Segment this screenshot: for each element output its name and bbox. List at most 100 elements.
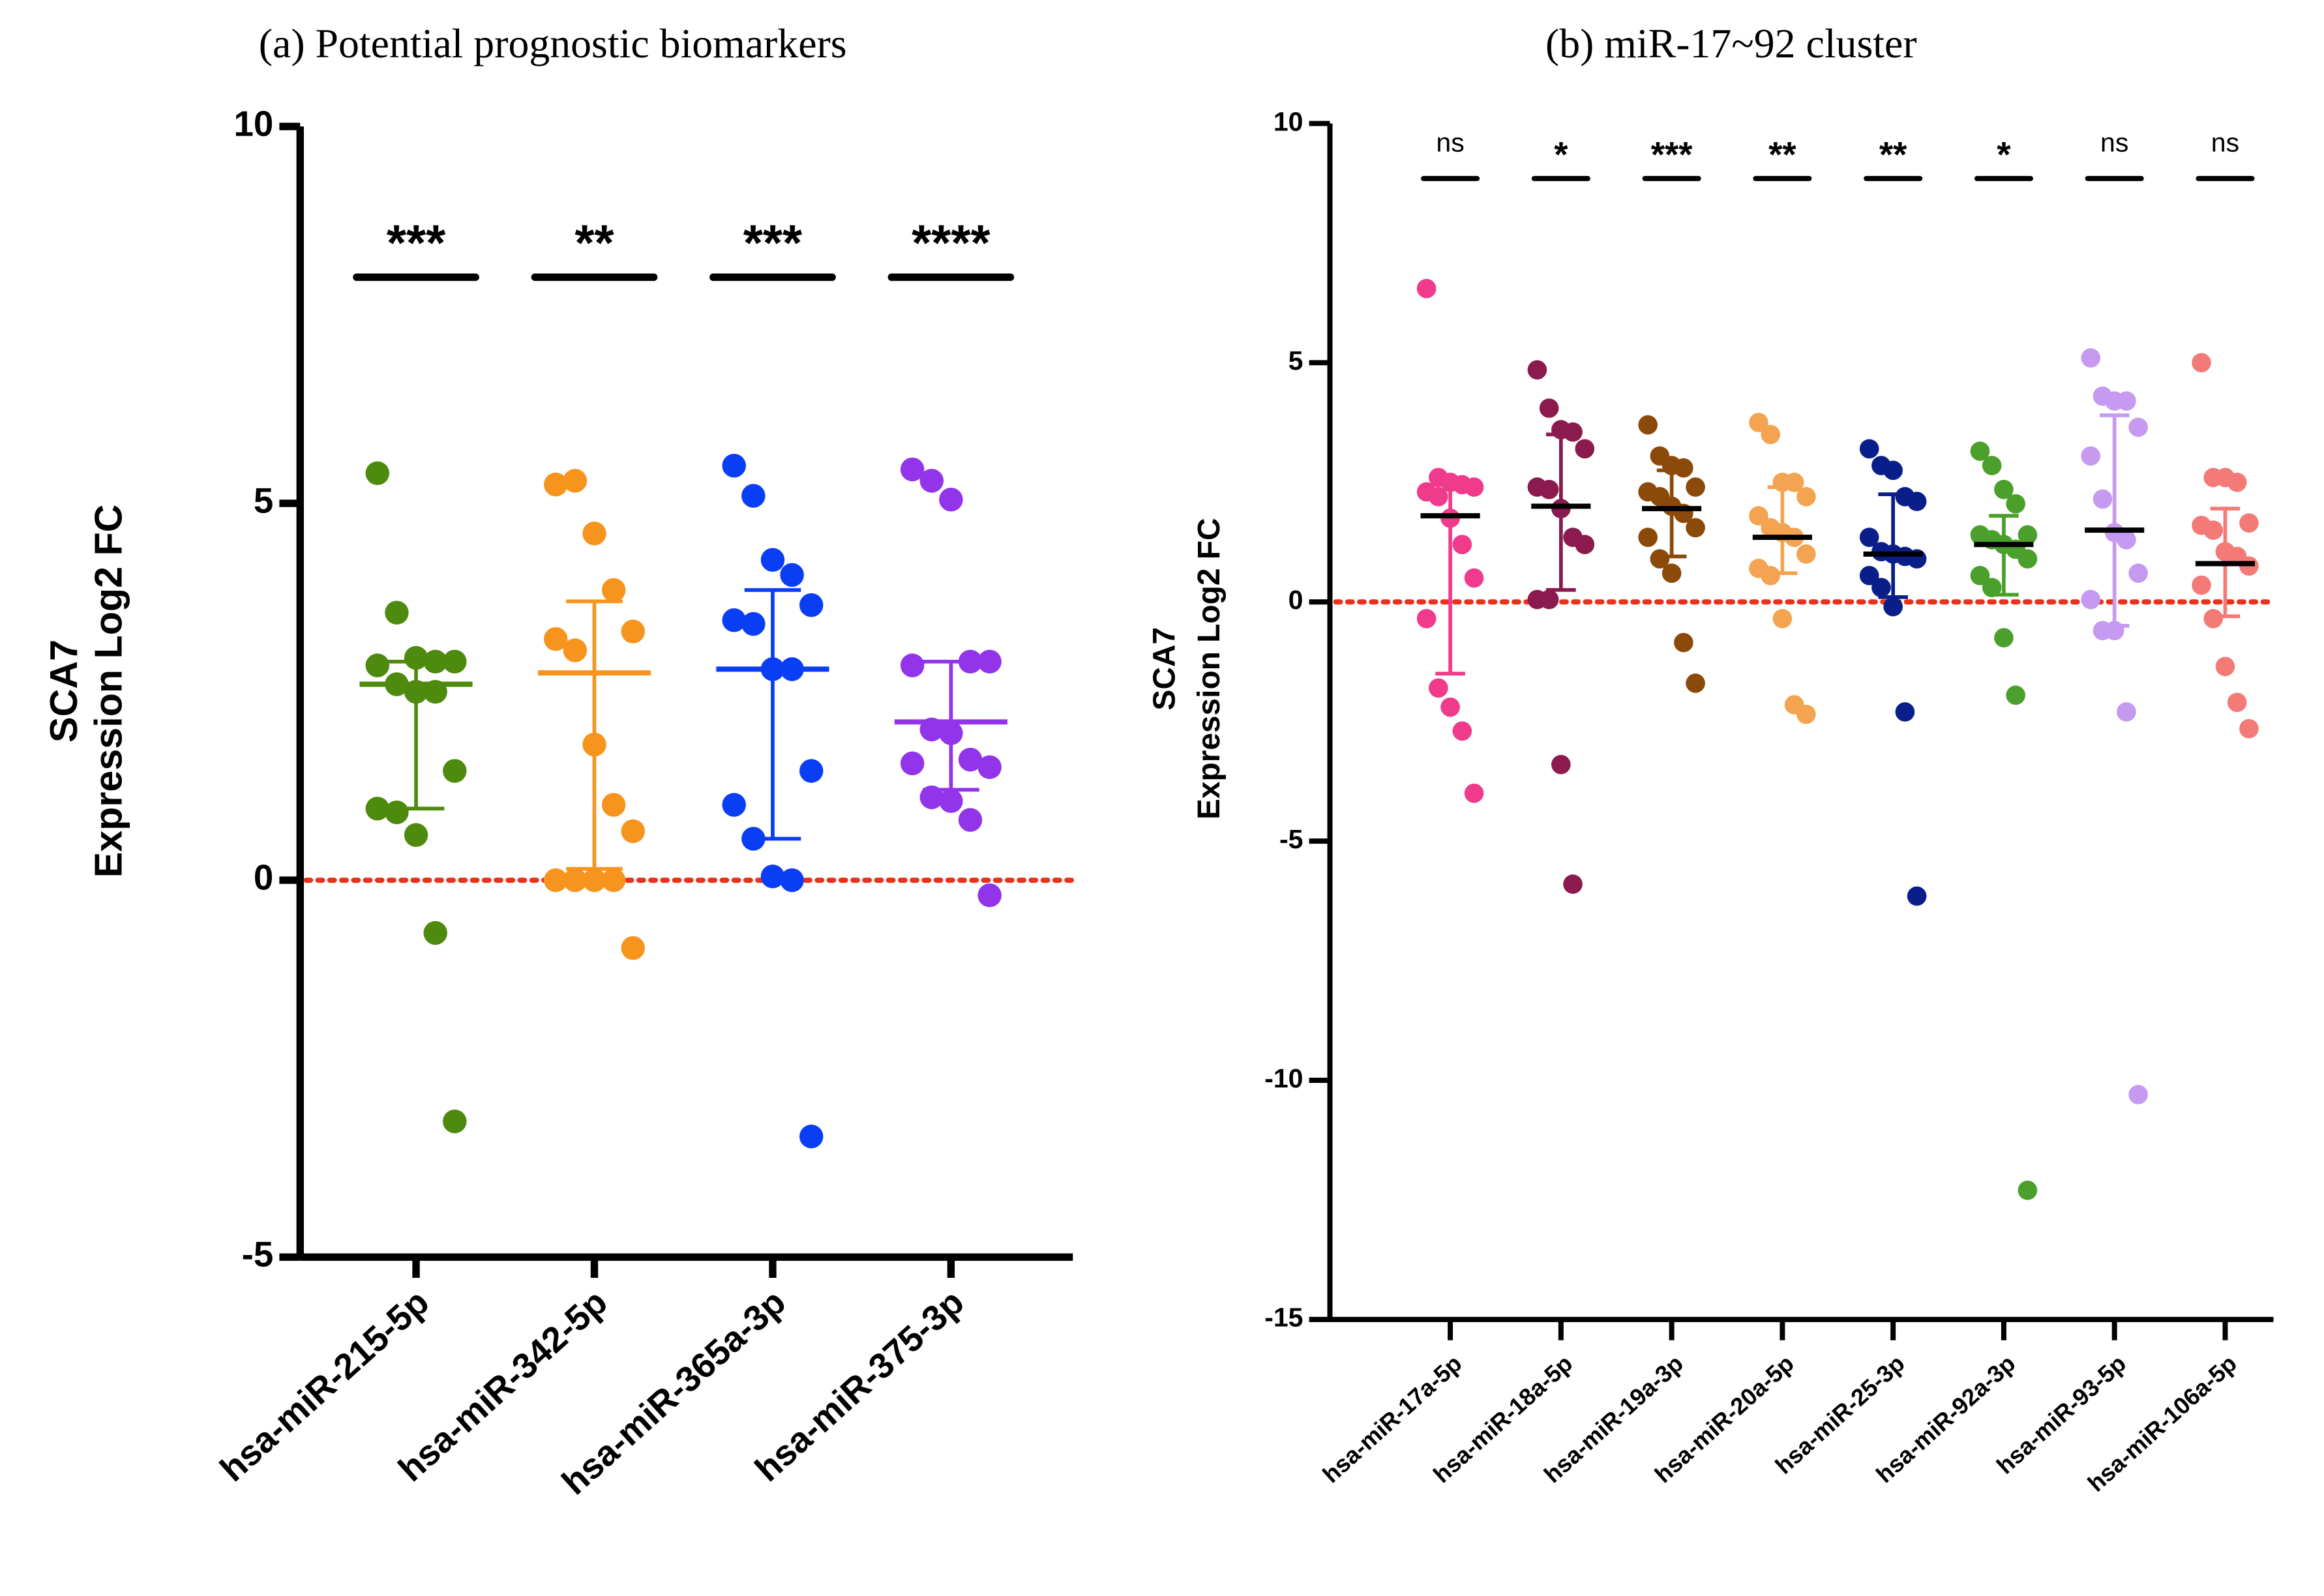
data-point xyxy=(582,868,606,893)
significance-label: **** xyxy=(912,215,991,271)
data-point xyxy=(2128,563,2148,583)
data-point xyxy=(385,800,409,825)
data-point xyxy=(722,454,746,478)
data-point xyxy=(1539,479,1559,499)
data-point xyxy=(1464,568,1484,588)
y-tick-label: -10 xyxy=(1264,1063,1303,1093)
data-point xyxy=(2117,702,2136,722)
data-point xyxy=(365,797,390,821)
y-tick-label: 5 xyxy=(1289,346,1304,376)
data-point xyxy=(2192,575,2211,595)
data-point xyxy=(1907,492,1927,511)
data-point xyxy=(1575,439,1595,459)
data-point xyxy=(799,593,824,617)
data-point xyxy=(799,759,824,783)
data-point xyxy=(900,457,925,482)
data-point xyxy=(2203,520,2224,540)
data-point xyxy=(1982,578,2002,598)
data-point xyxy=(780,868,804,893)
data-point xyxy=(958,747,983,772)
data-point xyxy=(919,469,944,493)
y-axis-label: SCA7 xyxy=(1147,627,1182,711)
significance-label: ** xyxy=(1768,134,1796,174)
data-point xyxy=(2239,718,2259,739)
data-point xyxy=(365,461,390,486)
significance-label: ** xyxy=(1879,134,1907,174)
data-point xyxy=(1970,441,1990,461)
data-point xyxy=(563,868,588,893)
data-point xyxy=(1895,702,1915,722)
data-point xyxy=(1563,874,1583,894)
y-tick-label: 10 xyxy=(233,103,273,143)
data-point xyxy=(741,612,766,636)
data-point xyxy=(977,883,1002,908)
data-point xyxy=(1452,721,1472,741)
data-point xyxy=(2117,530,2136,550)
y-axis-label: SCA7 xyxy=(42,640,85,743)
data-point xyxy=(621,619,645,643)
data-point xyxy=(1970,566,1990,585)
data-point xyxy=(2081,446,2101,466)
data-point xyxy=(1859,566,1879,585)
y-tick-label: -5 xyxy=(242,1234,274,1275)
y-axis-label: Expression Log2 FC xyxy=(87,505,130,878)
significance-label: *** xyxy=(1651,134,1693,174)
data-point xyxy=(2006,494,2025,514)
data-point xyxy=(1539,589,1559,610)
data-point xyxy=(563,469,588,493)
data-point xyxy=(2117,391,2136,411)
data-point xyxy=(977,755,1002,779)
data-point xyxy=(1686,518,1705,538)
data-point xyxy=(1761,566,1780,585)
data-point xyxy=(1650,549,1670,569)
panel-title: (b) miR-17~92 cluster xyxy=(1545,20,1917,66)
data-point xyxy=(977,649,1002,674)
data-point xyxy=(1464,783,1484,803)
data-point xyxy=(1871,578,1891,598)
data-point xyxy=(1749,413,1768,432)
data-point xyxy=(1772,609,1793,628)
significance-label: ns xyxy=(2100,128,2128,158)
data-point xyxy=(1859,527,1879,547)
data-point xyxy=(365,653,390,677)
data-point xyxy=(1859,439,1879,459)
data-point xyxy=(741,827,766,851)
data-point xyxy=(1796,486,1816,507)
data-point xyxy=(544,868,568,893)
data-point xyxy=(2227,472,2247,492)
data-point xyxy=(1429,486,1448,507)
y-tick-label: 10 xyxy=(1274,106,1304,136)
significance-label: * xyxy=(1554,134,1568,174)
data-point xyxy=(1883,597,1903,617)
data-point xyxy=(563,638,588,662)
data-point xyxy=(2203,609,2224,628)
data-point xyxy=(2128,417,2148,437)
data-point xyxy=(939,789,963,813)
data-point xyxy=(1429,678,1448,698)
data-point xyxy=(385,600,409,625)
data-point xyxy=(1796,544,1816,564)
data-point xyxy=(919,785,944,810)
data-point xyxy=(2093,489,2113,509)
y-axis-label: Expression Log2 FC xyxy=(1192,518,1227,820)
data-point xyxy=(2006,685,2025,705)
y-tick-label: 5 xyxy=(254,480,273,520)
data-point xyxy=(544,627,568,651)
data-point xyxy=(1761,424,1780,445)
data-point xyxy=(1883,460,1903,480)
data-point xyxy=(582,522,606,546)
data-point xyxy=(2215,657,2235,677)
panel-title: (a) Potential prognostic biomarkers xyxy=(259,20,847,66)
data-point xyxy=(621,936,645,960)
data-point xyxy=(939,721,963,745)
data-point xyxy=(1452,535,1472,554)
data-point xyxy=(2018,525,2038,545)
data-point xyxy=(1440,697,1460,717)
data-point xyxy=(404,645,428,670)
data-point xyxy=(958,649,983,674)
data-point xyxy=(958,808,983,832)
significance-label: ns xyxy=(1436,128,1464,158)
data-point xyxy=(443,649,467,674)
y-tick-label: 0 xyxy=(1289,585,1304,615)
